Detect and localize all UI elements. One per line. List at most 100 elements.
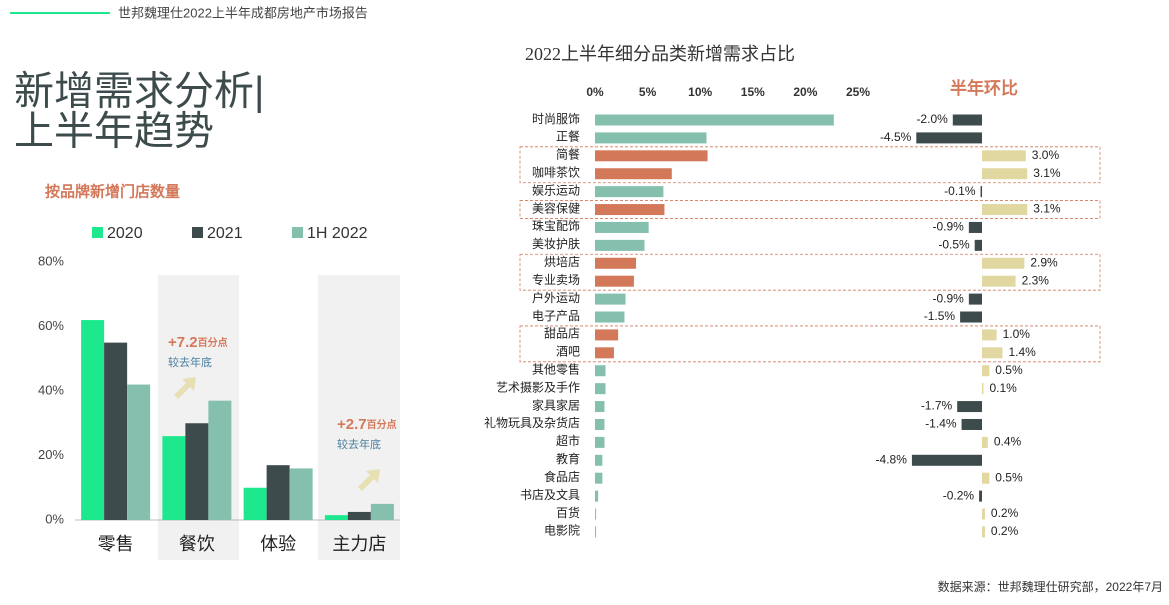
y-tick-label: 时尚服饰 [532,112,580,126]
data-label: 1.0% [1003,327,1031,341]
source-note: 数据来源：世邦魏理仕研究部，2022年7月 [938,579,1163,594]
legend-swatch [292,227,303,238]
x-tick-label: 体验 [260,534,296,554]
data-label: -0.1% [944,184,976,198]
data-label: 0.5% [995,470,1023,484]
bar [968,293,982,305]
y-tick-label: 烘培店 [544,254,580,269]
bar [324,515,348,520]
y-tick-label: 正餐 [556,129,580,144]
annotation-value: +2.7百分点 [337,416,397,433]
data-label: 0.5% [995,363,1023,377]
bar [960,311,982,323]
x-tick-label: 5% [639,85,657,99]
bar [595,132,707,144]
chart-title: 半年环比 [950,78,1018,98]
y-tick-label: 专业卖场 [532,272,580,287]
y-tick-label: 40% [38,382,64,397]
bar [266,465,290,520]
bar [595,204,665,216]
bar [595,150,708,162]
y-tick-label: 艺术摄影及手作 [496,379,580,394]
y-tick-label: 电子产品 [532,309,580,323]
data-label: -0.2% [943,488,975,502]
data-label: 0.2% [991,506,1019,520]
bar [595,454,603,466]
bar [595,293,626,305]
y-tick-label: 20% [38,447,64,462]
bar [982,257,1025,269]
highlight-box [519,253,1101,291]
y-tick-label: 60% [38,318,64,333]
data-label: -0.5% [938,238,970,252]
arrow-icon [358,469,380,491]
highlight-box [519,200,1101,219]
bar [595,221,649,233]
bar [595,365,606,377]
data-label: -2.0% [916,112,948,126]
bar [979,490,982,502]
chart-title: 按品牌新增门店数量 [45,182,180,200]
bar [208,400,232,520]
highlight-box [519,325,1101,363]
bar [982,150,1026,162]
bar [982,329,997,341]
data-label: -4.8% [876,452,908,466]
bar [289,468,313,520]
y-tick-label: 0% [45,511,64,526]
bar [162,436,186,520]
bar [595,526,597,538]
bar [982,472,990,484]
bar [911,454,982,466]
annotation-unit: 百分点 [367,418,397,431]
y-tick-label: 娱乐运动 [532,183,580,197]
heading-line: 上半年趋势 [14,110,214,154]
bar [595,418,605,430]
y-tick-label: 教育 [556,451,580,466]
bar [982,275,1016,287]
data-label: -1.5% [924,309,956,323]
legend-label: 2021 [207,225,243,242]
y-tick-label: 咖啡茶饮 [532,164,580,179]
legend-swatch [192,227,203,238]
bar [595,186,664,198]
bar [595,275,634,287]
data-label: 1.4% [1008,345,1036,359]
x-tick-label: 主力店 [332,534,386,554]
data-label: 3.1% [1033,166,1061,180]
bar [961,418,982,430]
bar [982,365,990,377]
data-label: 0.2% [991,524,1019,538]
bar [595,508,597,520]
data-label: 3.0% [1032,148,1060,162]
x-tick-label: 15% [741,85,765,99]
bar [968,221,982,233]
y-tick-label: 80% [38,253,64,268]
bar [982,347,1003,359]
bar [595,347,614,359]
bar [595,401,605,413]
data-label: 2.9% [1030,255,1058,269]
bar [982,204,1028,216]
bar [595,472,603,484]
y-tick-label: 户外运动 [532,290,580,305]
header-title: 世邦魏理仕2022上半年成都房地产市场报告 [118,5,368,20]
bar [595,329,619,341]
bar [104,342,128,520]
bar [595,239,645,251]
bar [980,186,983,198]
x-tick-label: 20% [793,85,817,99]
bar [982,383,984,395]
x-tick-label: 25% [846,85,870,99]
legend-label: 2020 [107,225,143,242]
bar [370,503,394,520]
x-tick-label: 10% [688,85,712,99]
x-tick-label: 零售 [98,534,134,554]
data-label: -1.7% [921,399,953,413]
y-tick-label: 美容保健 [532,200,580,215]
bar [595,311,625,323]
annotation-number: +2.7 [337,416,367,433]
bar [982,168,1028,180]
